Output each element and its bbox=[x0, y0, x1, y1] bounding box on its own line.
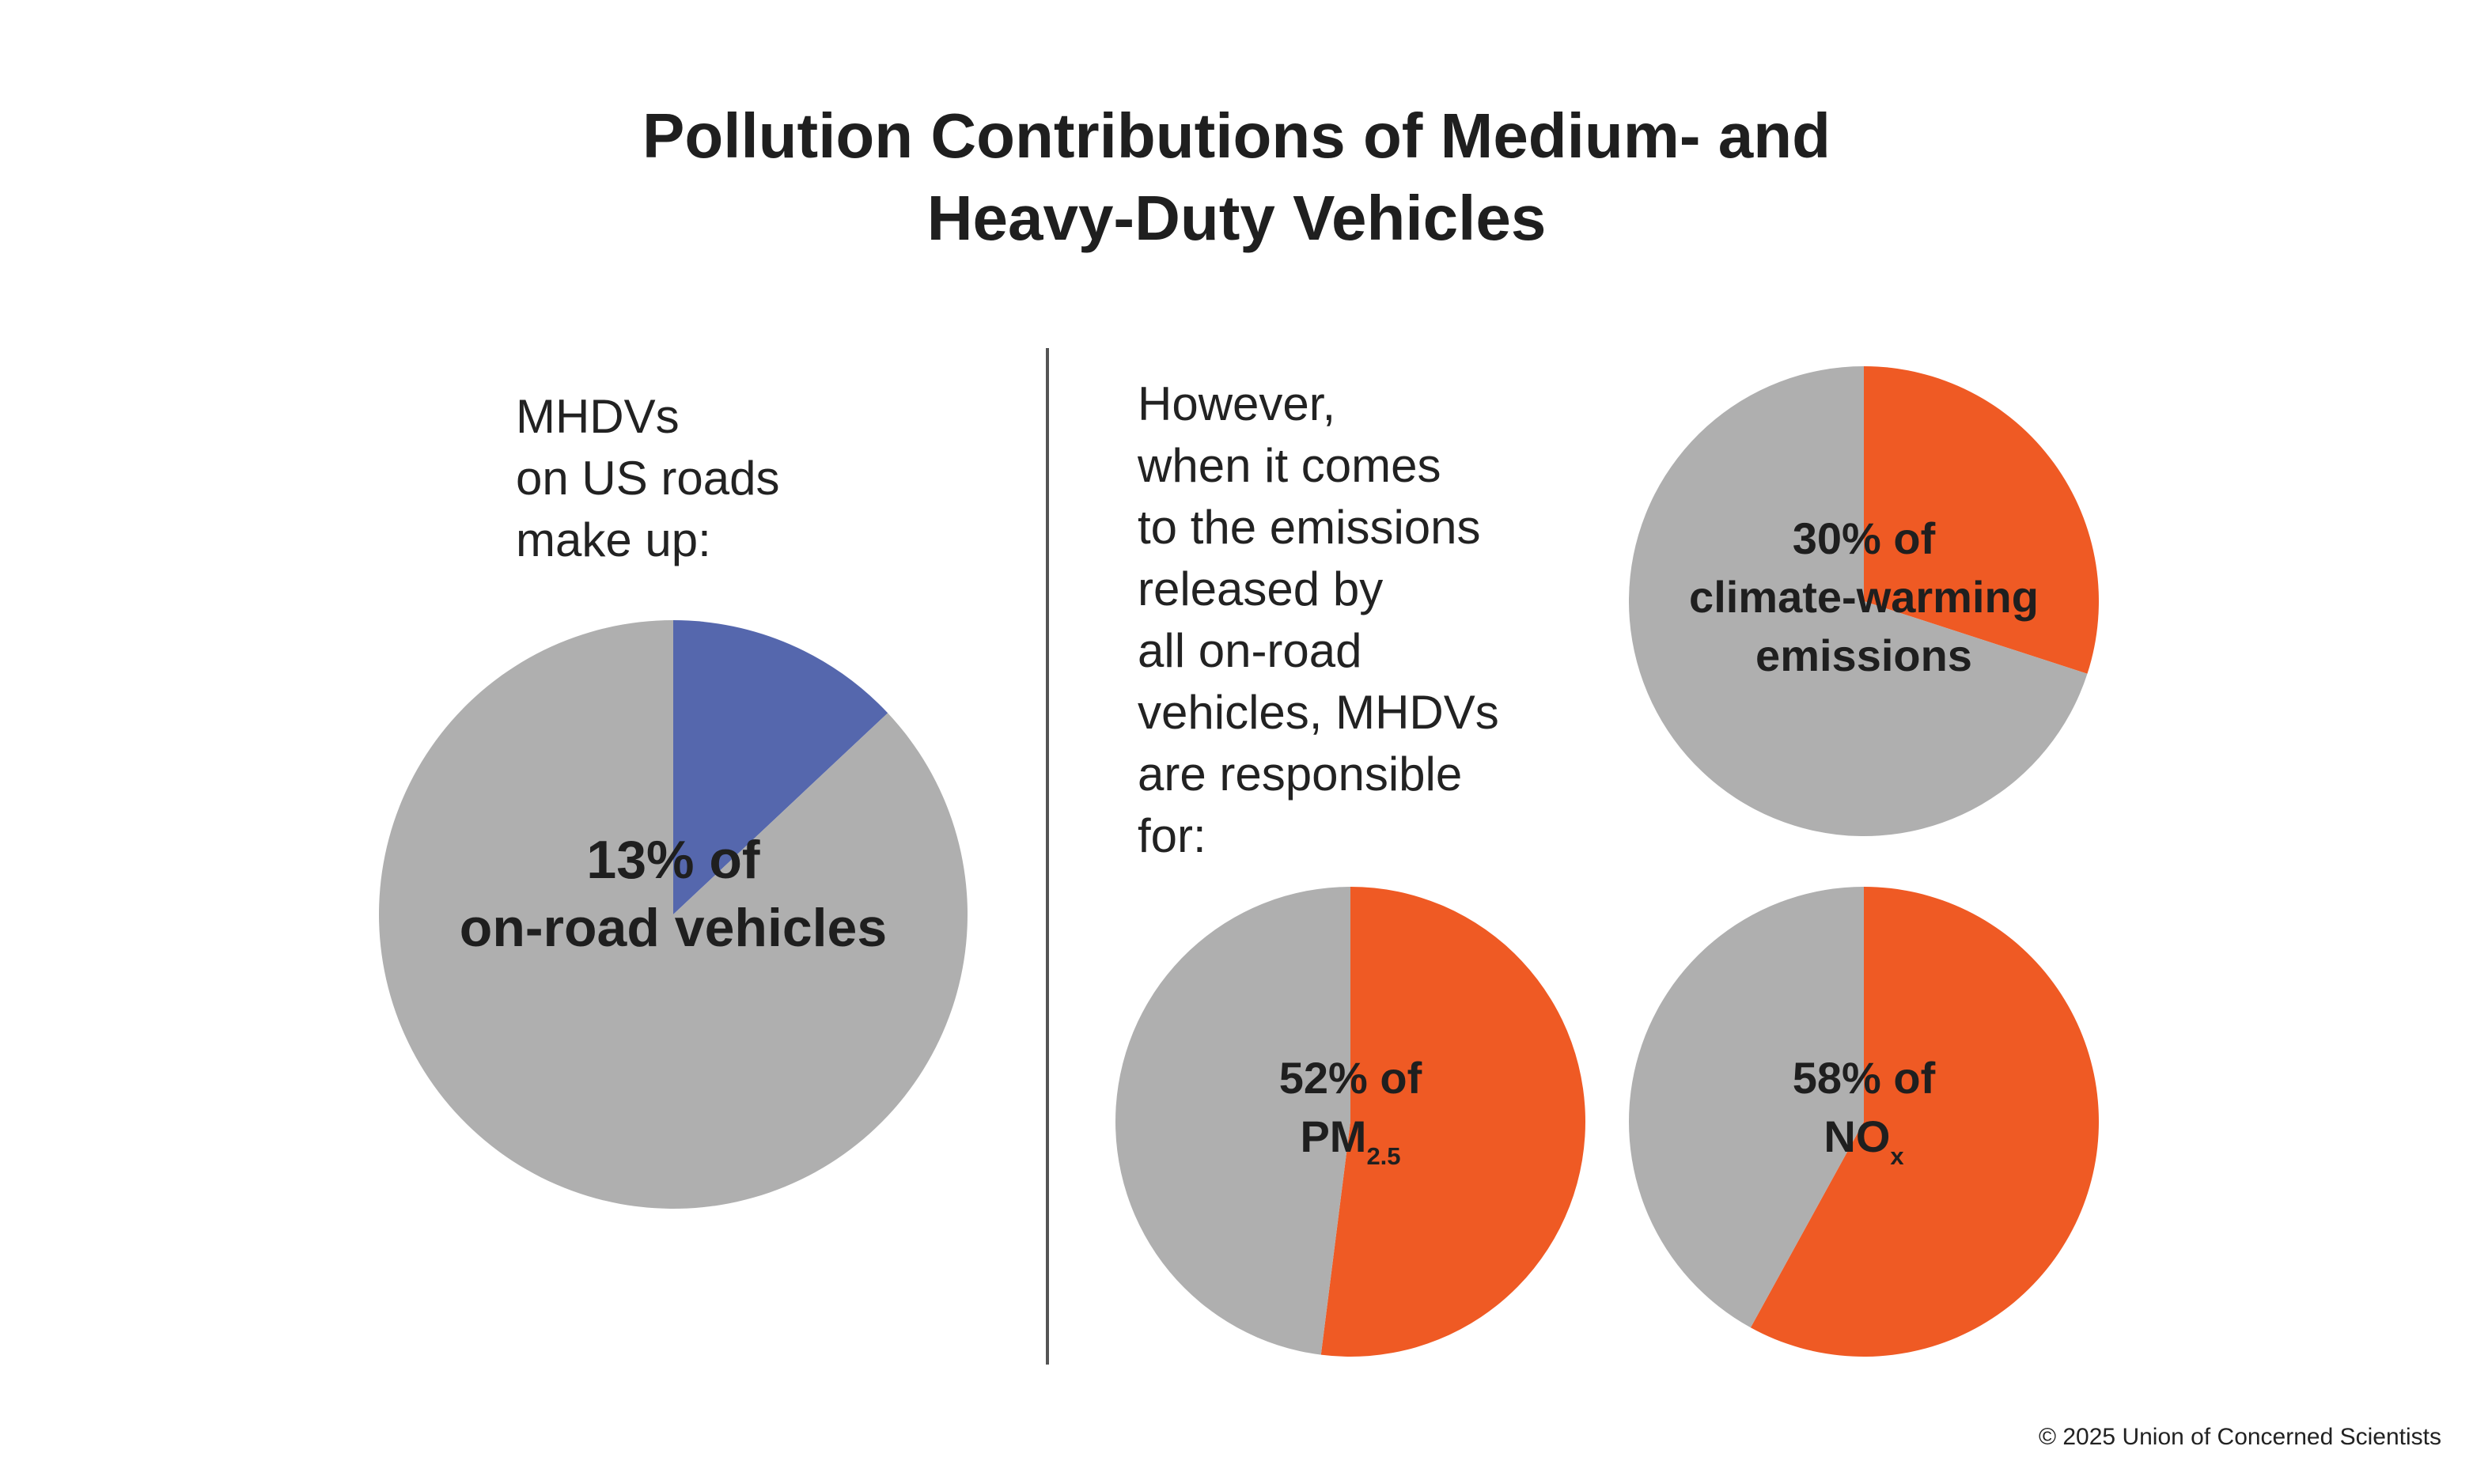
right-intro-line: vehicles, MHDVs bbox=[1138, 686, 1499, 739]
right-intro-line: to the emissions bbox=[1138, 501, 1481, 554]
pie-chart-2: 30% of climate-warming emissions bbox=[1629, 366, 2099, 836]
right-intro-text: However, when it comes to the emissions … bbox=[1138, 373, 1499, 867]
pie-slice-other bbox=[1629, 887, 1864, 1328]
right-intro-line: for: bbox=[1138, 809, 1206, 862]
pie-label-line: on-road vehicles bbox=[460, 898, 887, 958]
left-intro-line: MHDVs bbox=[516, 390, 680, 443]
divider bbox=[1046, 348, 1049, 1365]
pie-slice-mhdv bbox=[673, 620, 888, 914]
left-intro-text: MHDVs on US roads make up: bbox=[516, 386, 780, 571]
pie-label-line: emissions bbox=[1755, 630, 1972, 680]
pie-label-line: 30% of bbox=[1793, 513, 1936, 563]
pie-label-subscript: x bbox=[1890, 1142, 1904, 1170]
right-intro-line: are responsible bbox=[1138, 748, 1463, 801]
title-line-1: Pollution Contributions of Medium- and bbox=[642, 100, 1831, 171]
right-intro-line: when it comes bbox=[1138, 439, 1441, 492]
pie-slice-mhdv bbox=[1864, 366, 2099, 674]
copyright-footer: © 2025 Union of Concerned Scientists bbox=[2038, 1424, 2441, 1450]
pie-chart-1: 13% of on-road vehicles bbox=[378, 620, 968, 1209]
right-intro-line: However, bbox=[1138, 377, 1336, 430]
pie-slice-mhdv bbox=[1320, 887, 1585, 1357]
right-intro-line: all on-road bbox=[1138, 624, 1362, 677]
pie-slice-other bbox=[378, 620, 968, 1209]
pie-label-subscript: 2.5 bbox=[1366, 1142, 1400, 1170]
pie-label-line: 52% of bbox=[1279, 1053, 1422, 1103]
pie-slice-other bbox=[1115, 887, 1350, 1355]
chart-title: Pollution Contributions of Medium- and H… bbox=[0, 95, 2473, 259]
right-intro-line: released by bbox=[1138, 562, 1384, 615]
pie-label-line: climate-warming bbox=[1689, 572, 2039, 622]
title-line-2: Heavy-Duty Vehicles bbox=[926, 183, 1547, 253]
pie-slice-other bbox=[1629, 366, 2088, 836]
pie-label-line: 58% of bbox=[1793, 1053, 1936, 1103]
pie-slice-mhdv bbox=[1750, 887, 2100, 1357]
pie-label-line: 13% of bbox=[586, 830, 760, 890]
left-intro-line: on US roads bbox=[516, 452, 780, 505]
left-intro-line: make up: bbox=[516, 513, 711, 566]
